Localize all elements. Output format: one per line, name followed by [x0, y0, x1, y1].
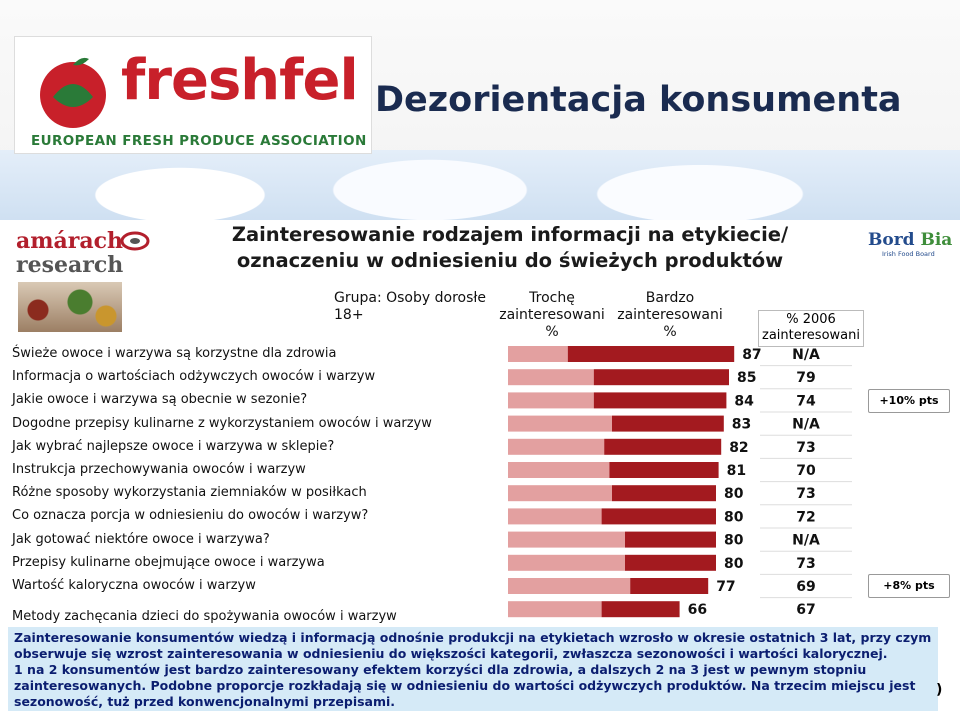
amarach-logo-line2: research	[16, 252, 124, 278]
bar-somewhat	[508, 438, 605, 455]
bar-very	[609, 462, 719, 478]
chart-title: Zainteresowanie rodzajem informacji na e…	[200, 222, 820, 274]
bordbia-word-bia: Bia	[920, 230, 953, 250]
annotation-plus10: +10% pts	[868, 389, 950, 413]
total-label: 80	[724, 486, 744, 502]
annotation-plus8: +8% pts	[868, 574, 950, 598]
bar-somewhat	[508, 578, 631, 594]
group-label: Grupa: Osoby dorosłe 18+	[334, 290, 486, 323]
column-header-very: Bardzo zainteresowani %	[617, 290, 723, 340]
bar-somewhat	[508, 531, 625, 548]
bar-very	[612, 415, 724, 432]
freshfel-tagline: EUROPEAN FRESH PRODUCE ASSOCIATION	[31, 133, 367, 149]
value-2006-label: 72	[796, 509, 815, 525]
total-label: 84	[734, 393, 754, 409]
value-2006-label: 73	[796, 440, 815, 456]
total-label: 66	[688, 602, 707, 618]
bar-very	[601, 508, 716, 525]
row-label: Przepisy kulinarne obejmujące owoce i wa…	[12, 554, 329, 570]
row-label: Jakie owoce i warzywa są obecnie w sezon…	[12, 392, 312, 408]
row-label: Różne sposoby wykorzystania ziemniaków w…	[12, 485, 371, 501]
bar-very	[630, 578, 709, 594]
value-2006-label: 69	[796, 579, 815, 595]
value-2006-label: 70	[796, 463, 816, 479]
column-header-2006-line2: zainteresowani	[762, 328, 860, 343]
row-label: Świeże owoce i warzywa są korzystne dla …	[12, 346, 341, 361]
bar-very	[601, 601, 680, 618]
row-label: Instrukcja przechowywania owoców i warzy…	[12, 462, 310, 477]
total-label: 82	[729, 440, 748, 456]
column-header-2006-line1: % 2006	[786, 312, 836, 327]
bar-very	[593, 369, 729, 386]
value-2006-label: 73	[796, 556, 815, 572]
row-label: Jak wybrać najlepsze owoce i warzywa w s…	[12, 438, 339, 454]
bar-somewhat	[508, 369, 594, 386]
freshfel-logo: freshfel EUROPEAN FRESH PRODUCE ASSOCIAT…	[14, 36, 372, 154]
bar-somewhat	[508, 485, 612, 502]
value-2006-label: 73	[796, 486, 815, 502]
total-label: 85	[737, 370, 756, 386]
bar-very	[593, 392, 727, 409]
bordbia-word-bord: Bord	[868, 230, 921, 250]
caption-paragraph-1: Zainteresowanie konsumentów wiedzą i inf…	[14, 630, 932, 661]
total-label: 81	[727, 463, 746, 479]
total-label: 77	[716, 579, 735, 595]
bar-very	[604, 438, 722, 455]
total-label: 87	[742, 347, 761, 363]
bordbia-logo: Bord Bia Irish Food Board	[868, 230, 952, 258]
row-label: Metody zachęcania dzieci do spożywania o…	[12, 609, 401, 625]
bar-very	[625, 554, 716, 571]
value-2006-label: 74	[796, 393, 816, 409]
value-2006-label: N/A	[792, 533, 820, 549]
bordbia-tagline: Irish Food Board	[882, 250, 935, 258]
bar-somewhat	[508, 462, 610, 478]
row-label: Jak gotować niektóre owoce i warzywa?	[12, 531, 274, 547]
bar-very	[612, 485, 716, 502]
column-header-2006: % 2006 zainteresowani	[758, 310, 864, 347]
chart-title-line2: oznaczeniu w odniesieniu do świeżych pro…	[236, 249, 784, 272]
row-label: Dogodne przepisy kulinarne z wykorzystan…	[12, 415, 436, 431]
bar-very	[567, 346, 735, 362]
column-header-somewhat: Trochę zainteresowani %	[499, 290, 605, 340]
total-label: 83	[732, 417, 751, 433]
row-label: Wartość kaloryczna owoców i warzyw	[12, 578, 260, 593]
vegetables-photo	[18, 282, 122, 332]
amarach-logo-line1: amárach	[16, 228, 124, 254]
value-2006-label: N/A	[792, 417, 820, 433]
total-label: 80	[724, 533, 744, 549]
caption-paragraph-2: 1 na 2 konsumentów jest bardzo zainteres…	[14, 662, 916, 709]
row-label: Informacja o wartościach odżywczych owoc…	[12, 369, 380, 385]
bar-somewhat	[508, 601, 602, 618]
bar-very	[625, 531, 716, 548]
sky-banner	[0, 150, 960, 220]
bar-somewhat	[508, 415, 612, 432]
value-2006-label: N/A	[792, 347, 820, 363]
total-label: 80	[724, 556, 744, 572]
bar-somewhat	[508, 508, 602, 525]
apple-icon	[40, 57, 106, 128]
row-label: Co oznacza porcja w odniesieniu do owocó…	[12, 508, 373, 524]
amarach-logo: amárach research	[16, 226, 150, 278]
value-2006-label: 67	[796, 602, 815, 618]
summary-caption: Zainteresowanie konsumentów wiedzą i inf…	[8, 627, 938, 711]
bar-somewhat	[508, 392, 594, 409]
bar-somewhat	[508, 554, 625, 571]
nav-mark: )	[936, 682, 943, 698]
slide-title: Dezorientacja konsumenta	[375, 80, 902, 120]
value-2006-label: 79	[796, 370, 815, 386]
bar-somewhat	[508, 346, 568, 362]
bordbia-wordmark: Bord Bia	[868, 230, 952, 250]
swirl-icon	[120, 231, 150, 251]
chart-title-line1: Zainteresowanie rodzajem informacji na e…	[231, 223, 789, 246]
freshfel-wordmark: freshfel	[121, 48, 359, 113]
total-label: 80	[724, 509, 744, 525]
